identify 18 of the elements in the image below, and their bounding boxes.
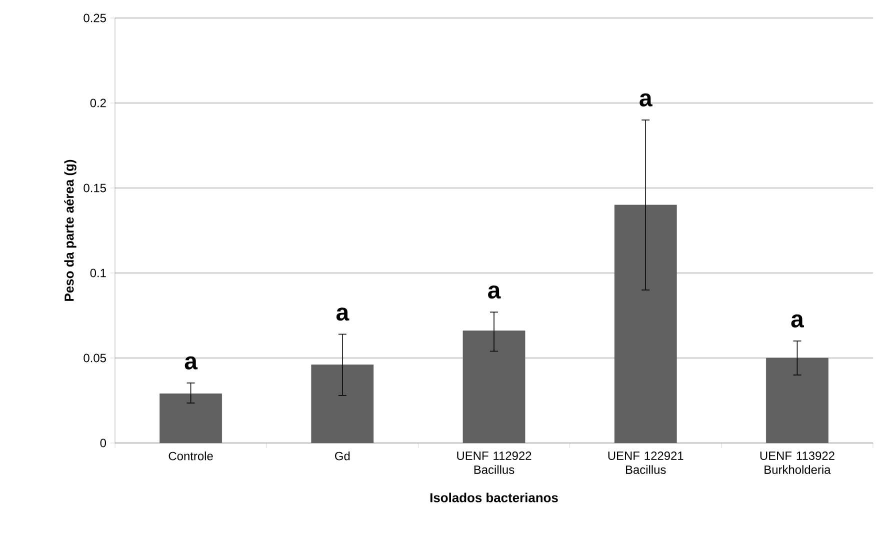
annotation: a	[336, 308, 350, 321]
x-tick-label: UENF 112922 Bacillus	[457, 452, 532, 474]
x-axis-title: Isolados bacterianos	[430, 492, 558, 502]
annotation: a	[488, 285, 501, 299]
y-tick-label: 0	[100, 438, 106, 448]
x-tick-label: UENF 113922 Burkholderia	[760, 452, 834, 474]
y-tick-label: 0.05	[84, 354, 106, 362]
y-axis-title: Peso da parte aérea (g)	[64, 160, 76, 301]
y-tick-label: 0.25	[84, 14, 106, 22]
x-tick-label: Controle	[168, 452, 213, 460]
y-tick-label: 0.15	[84, 184, 106, 192]
annotation: a	[184, 356, 198, 370]
y-tick-label: 0.1	[90, 268, 106, 278]
annotation: a	[640, 93, 652, 106]
x-tick-label: Gd	[335, 452, 350, 460]
y-tick-label: 0.2	[90, 98, 106, 108]
annotation: a	[791, 314, 804, 328]
x-tick-label: UENF 122921 Bacillus	[608, 452, 684, 474]
